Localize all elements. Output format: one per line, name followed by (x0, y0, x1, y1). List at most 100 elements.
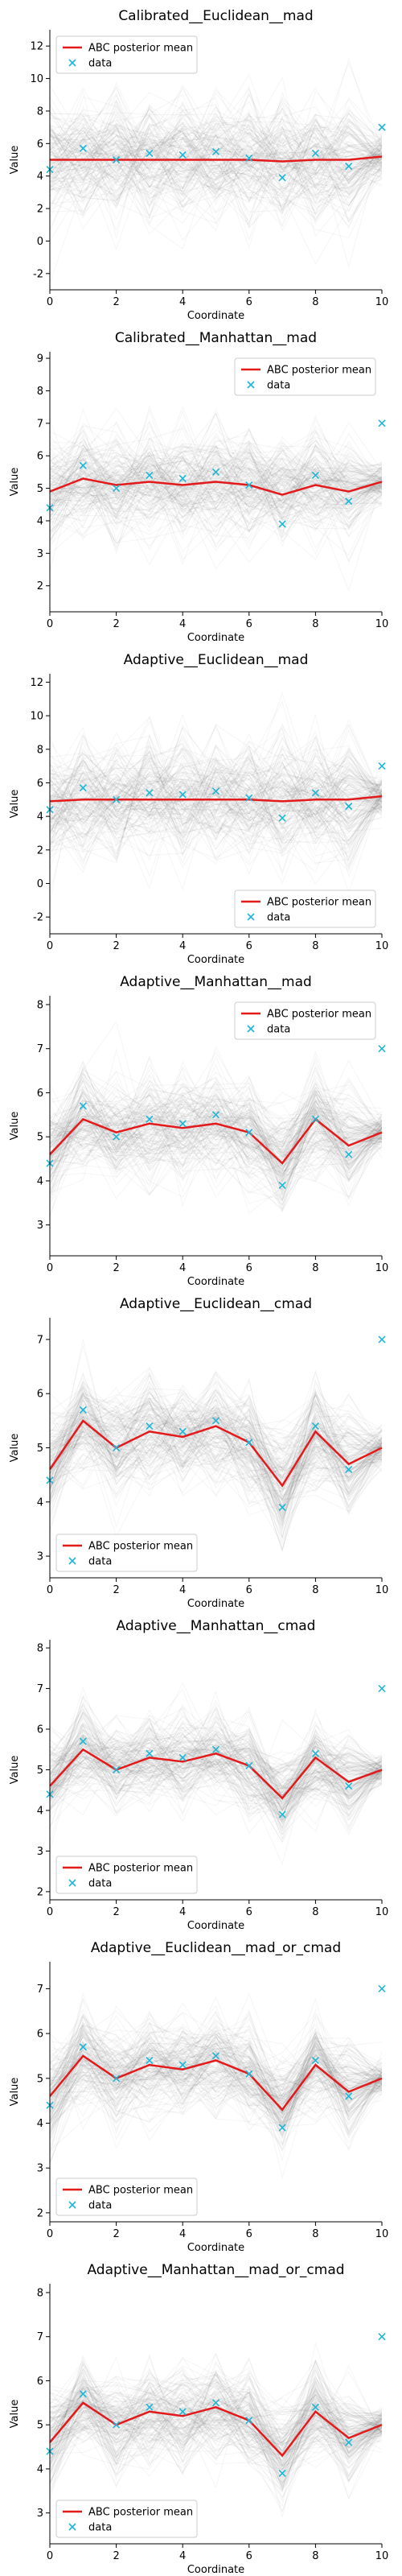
posterior-sample-line (50, 128, 382, 180)
posterior-sample-line (50, 1412, 382, 1472)
chart-title: Adaptive__Manhattan__mad (120, 974, 312, 990)
posterior-sample-line (50, 1997, 382, 2124)
data-point (211, 1111, 220, 1119)
y-tick-label: 6 (37, 1724, 43, 1736)
posterior-sample-line (50, 112, 382, 186)
posterior-sample-line (50, 2368, 382, 2471)
posterior-sample-line (50, 1086, 382, 1152)
posterior-sample-line (50, 468, 382, 529)
posterior-sample-line (50, 2361, 382, 2438)
data-point (146, 149, 154, 157)
posterior-sample-line (50, 1104, 382, 1190)
posterior-sample-line (50, 1080, 382, 1191)
posterior-sample-line (50, 2384, 382, 2481)
posterior-sample-line (50, 124, 382, 189)
posterior-sample-line (50, 440, 382, 527)
posterior-sample-line (50, 1715, 382, 1810)
posterior-sample-line (50, 434, 382, 515)
posterior-sample-line (50, 778, 382, 824)
posterior-sample-line (50, 454, 382, 506)
posterior-sample-line (50, 1735, 382, 1833)
posterior-sample-line (50, 771, 382, 859)
posterior-sample-line (50, 1077, 382, 1158)
posterior-sample-line (50, 1059, 382, 1184)
posterior-sample-line (50, 1096, 382, 1154)
data-point (311, 1422, 319, 1430)
posterior-sample-line (50, 745, 382, 839)
posterior-sample-line (50, 1397, 382, 1518)
posterior-sample-line (50, 1393, 382, 1506)
posterior-sample-line (50, 1112, 382, 1167)
data-point (245, 2070, 253, 2078)
posterior-sample-line (50, 1071, 382, 1163)
posterior-sample-line (50, 2373, 382, 2457)
y-tick-label: 6 (37, 451, 43, 463)
posterior-sample-line (50, 1711, 382, 1799)
posterior-sample-line (50, 1076, 382, 1201)
posterior-sample-line (50, 1400, 382, 1498)
posterior-sample-line (50, 749, 382, 837)
posterior-sample-line (50, 1097, 382, 1212)
y-axis-label: Value (9, 1112, 21, 1141)
posterior-sample-line (50, 1373, 382, 1500)
posterior-sample-line (50, 758, 382, 852)
posterior-sample-line (50, 1397, 382, 1490)
posterior-sample-line (50, 1385, 382, 1501)
posterior-sample-line (50, 440, 382, 522)
posterior-sample-line (50, 2352, 382, 2474)
posterior-sample-line (50, 1997, 382, 2121)
posterior-sample-line (50, 1371, 382, 1483)
x-tick-label: 2 (113, 1906, 119, 1918)
posterior-sample-line (50, 758, 382, 851)
legend-mean-label: ABC posterior mean (88, 1541, 193, 1553)
data-point (79, 2390, 87, 2398)
posterior-sample-line (50, 1728, 382, 1811)
posterior-sample-line (50, 1410, 382, 1502)
posterior-sample-line (50, 776, 382, 852)
posterior-sample-line (50, 716, 382, 844)
posterior-sample-line (50, 724, 382, 857)
posterior-sample-line (50, 1720, 382, 1794)
posterior-sample-line (50, 2369, 382, 2476)
posterior-sample-line (50, 93, 382, 200)
posterior-sample-line (50, 130, 382, 206)
posterior-sample-line (50, 780, 382, 851)
posterior-sample-line (50, 96, 382, 224)
posterior-sample-line (50, 2046, 382, 2140)
data-point (311, 1749, 319, 1757)
posterior-sample-line (50, 2360, 382, 2467)
posterior-sample-line (50, 428, 382, 528)
posterior-sample-line (50, 2030, 382, 2122)
posterior-sample-line (50, 2036, 382, 2120)
posterior-sample-line (50, 1091, 382, 1183)
posterior-sample-line (50, 439, 382, 534)
posterior-sample-line (50, 136, 382, 204)
posterior-sample-line (50, 1091, 382, 1150)
posterior-sample-line (50, 2044, 382, 2107)
posterior-sample-line (50, 436, 382, 522)
posterior-sample-line (50, 106, 382, 193)
legend-mean-label: ABC posterior mean (88, 1863, 193, 1875)
posterior-sample-line (50, 1736, 382, 1802)
posterior-sample-line (50, 447, 382, 514)
posterior-samples (50, 1992, 382, 2179)
posterior-sample-line (50, 1402, 382, 1509)
posterior-sample-line (50, 428, 382, 541)
posterior-sample-line (50, 85, 382, 209)
x-tick-label: 10 (375, 618, 389, 630)
posterior-sample-line (50, 1435, 382, 1481)
posterior-sample-line (50, 449, 382, 533)
posterior-sample-line (50, 2022, 382, 2118)
data-point (378, 123, 386, 131)
posterior-sample-line (50, 93, 382, 179)
posterior-sample-line (50, 1413, 382, 1514)
posterior-sample-line (50, 466, 382, 536)
y-tick-label: 5 (37, 1443, 43, 1455)
y-tick-label: 7 (37, 1683, 43, 1695)
posterior-sample-line (50, 1409, 382, 1478)
posterior-sample-line (50, 451, 382, 526)
posterior-sample-line (50, 1101, 382, 1195)
posterior-sample-line (50, 1066, 382, 1168)
posterior-sample-line (50, 2039, 382, 2102)
